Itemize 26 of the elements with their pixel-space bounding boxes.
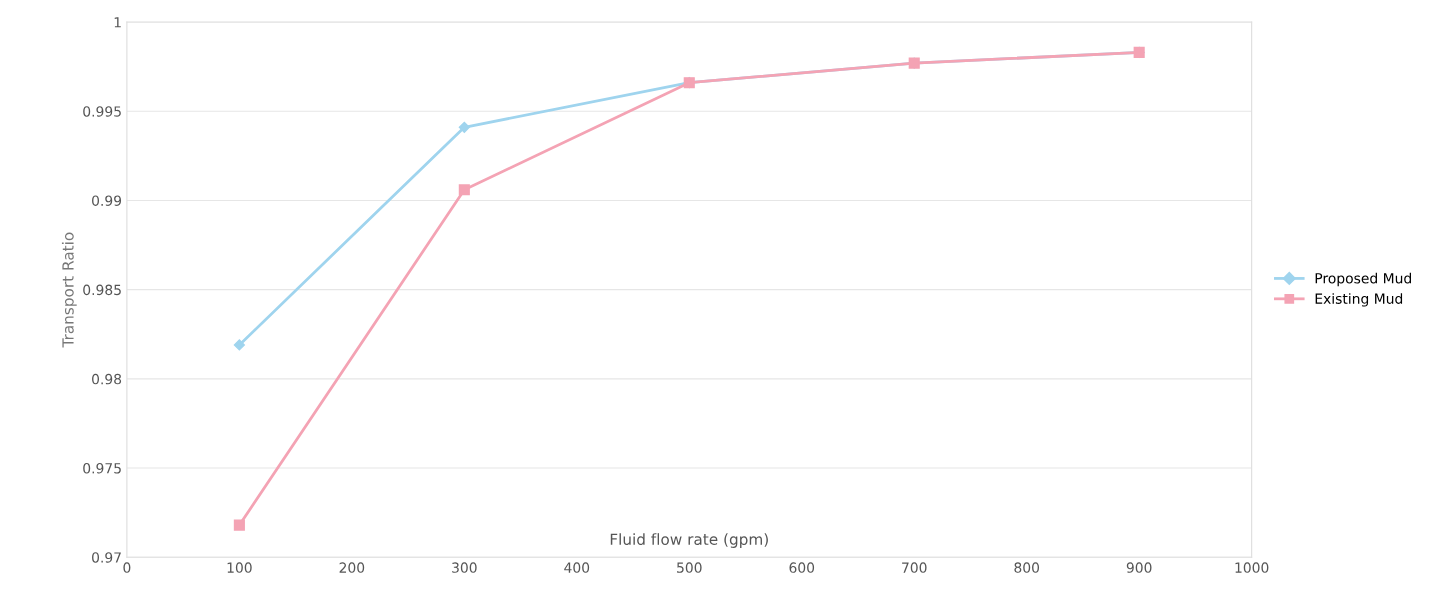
x-tick-label: 0 xyxy=(123,562,131,573)
point xyxy=(458,184,470,196)
point xyxy=(233,519,245,531)
y-tick-label: 0.985 xyxy=(83,284,121,296)
x-tick-label: 600 xyxy=(789,562,815,573)
x-tick-label: 300 xyxy=(452,562,477,573)
y-tick-label: 0.995 xyxy=(83,106,121,117)
point xyxy=(458,121,470,133)
x-tick-label: 800 xyxy=(1014,562,1040,573)
y-axis-title: Transport Ratio xyxy=(61,232,77,348)
x-tick-label: 100 xyxy=(227,562,252,573)
x-tick-label: 500 xyxy=(677,562,702,573)
legend-label: Existing Mud xyxy=(1315,293,1403,307)
y-tick-label: 1 xyxy=(114,17,121,28)
y-tick-label: 0.99 xyxy=(92,195,122,206)
y-tick-label: 0.98 xyxy=(92,373,122,385)
x-tick-label: 1000 xyxy=(1235,562,1269,573)
x-tick-label: 700 xyxy=(902,562,927,573)
legend-label: Proposed Mud xyxy=(1315,272,1411,287)
y-tick-label: 0.975 xyxy=(83,463,121,474)
point xyxy=(233,339,245,351)
x-tick-label: 900 xyxy=(1126,562,1152,573)
y-tick-label: 0.97 xyxy=(92,552,121,563)
x-axis-title: Fluid flow rate (gpm) xyxy=(610,533,768,548)
x-tick-label: 200 xyxy=(339,562,365,573)
x-tick-label: 400 xyxy=(564,562,590,573)
